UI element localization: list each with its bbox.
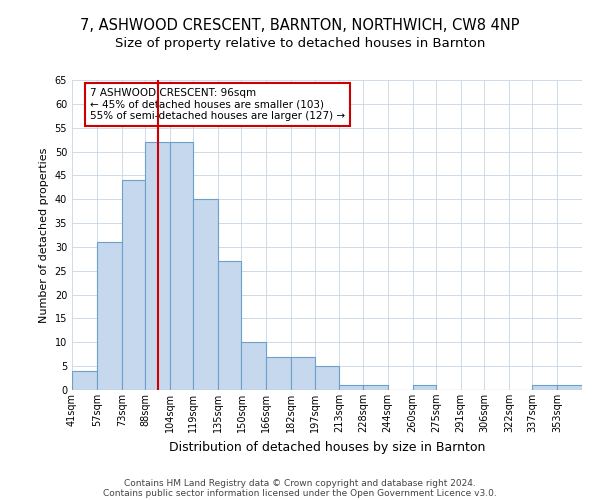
Bar (97, 242, 122, 390)
Bar (291, 356, 314, 390)
Text: 7, ASHWOOD CRESCENT, BARNTON, NORTHWICH, CW8 4NP: 7, ASHWOOD CRESCENT, BARNTON, NORTHWICH,… (80, 18, 520, 32)
Bar (218, 261, 241, 390)
Bar (266, 356, 291, 390)
Bar (72, 371, 97, 390)
Bar (363, 385, 388, 390)
Bar (241, 342, 266, 390)
Bar (145, 142, 170, 390)
Bar (340, 385, 363, 390)
Bar (122, 180, 145, 390)
Bar (193, 199, 218, 390)
Text: Size of property relative to detached houses in Barnton: Size of property relative to detached ho… (115, 38, 485, 51)
Bar (532, 385, 557, 390)
Text: Contains public sector information licensed under the Open Government Licence v3: Contains public sector information licen… (103, 488, 497, 498)
Bar (413, 385, 436, 390)
Bar (170, 142, 193, 390)
Text: Contains HM Land Registry data © Crown copyright and database right 2024.: Contains HM Land Registry data © Crown c… (124, 478, 476, 488)
Text: 7 ASHWOOD CRESCENT: 96sqm
← 45% of detached houses are smaller (103)
55% of semi: 7 ASHWOOD CRESCENT: 96sqm ← 45% of detac… (90, 88, 345, 121)
Bar (557, 385, 582, 390)
X-axis label: Distribution of detached houses by size in Barnton: Distribution of detached houses by size … (169, 440, 485, 454)
Bar (314, 366, 340, 390)
Y-axis label: Number of detached properties: Number of detached properties (39, 148, 49, 322)
